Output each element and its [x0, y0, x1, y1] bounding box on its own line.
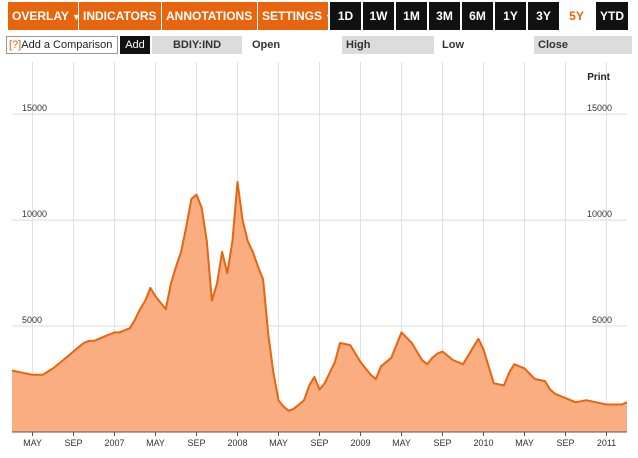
x-tick-label: SEP — [64, 438, 82, 448]
x-tick-label: 2009 — [350, 438, 370, 448]
x-tick-label: SEP — [433, 438, 451, 448]
x-tick-label: 2011 — [597, 438, 616, 448]
y-tick-label-right: 5000 — [592, 315, 612, 325]
x-tick-label: SEP — [556, 438, 574, 448]
ticker-label: BDIY:IND — [152, 36, 242, 54]
chevron-down-icon: ▼ — [71, 12, 81, 22]
price-line — [11, 181, 628, 412]
range-3m-button[interactable]: 3M — [429, 2, 460, 30]
comparison-bar: [?]Add a Comparison Add BDIY:IND Open Hi… — [0, 34, 638, 56]
settings-menu-label: SETTINGS — [262, 9, 323, 23]
range-1w-button[interactable]: 1W — [363, 2, 394, 30]
range-1y-button[interactable]: 1Y — [495, 2, 526, 30]
chart-toolbar: OVERLAY▼ INDICATORS▼ ANNOTATIONS▼ SETTIN… — [0, 0, 638, 32]
close-label: Close — [534, 36, 632, 54]
indicators-menu-label: INDICATORS — [83, 9, 157, 23]
add-comparison-button[interactable]: Add — [120, 36, 150, 54]
x-tick-label: SEP — [310, 438, 328, 448]
add-comparison-input[interactable]: [?]Add a Comparison — [6, 36, 118, 54]
low-label: Low — [442, 39, 464, 51]
indicators-menu-button[interactable]: INDICATORS▼ — [79, 2, 168, 30]
x-axis-ticks: MAY SEP 2007 MAY SEP 2008 MAY SEP 2009 MAY SEP 2010… — [23, 432, 616, 448]
add-comparison-label: Add a Comparison — [21, 39, 113, 51]
y-tick-label-right: 15000 — [587, 103, 612, 113]
x-tick-label: 2007 — [104, 438, 124, 448]
range-ytd-button[interactable]: YTD — [596, 2, 628, 30]
y-axis-ticks: 5000 5000 10000 10000 15000 15000 — [22, 103, 612, 325]
x-tick-label: 2008 — [227, 438, 247, 448]
range-1d-button[interactable]: 1D — [330, 2, 361, 30]
overlay-menu-label: OVERLAY — [12, 9, 69, 23]
open-label: Open — [252, 39, 281, 51]
y-tick-label-right: 10000 — [587, 209, 612, 219]
range-6m-button[interactable]: 6M — [462, 2, 493, 30]
price-area — [12, 182, 627, 432]
x-tick-label: MAY — [515, 438, 534, 448]
help-icon[interactable]: [?] — [9, 39, 22, 51]
y-tick-label-left: 15000 — [22, 103, 47, 113]
y-tick-label-left: 5000 — [22, 315, 42, 325]
x-tick-label: MAY — [23, 438, 42, 448]
x-tick-label: MAY — [269, 438, 288, 448]
annotations-menu-button[interactable]: ANNOTATIONS▼ — [162, 2, 264, 30]
overlay-menu-button[interactable]: OVERLAY ▼ — [8, 2, 81, 30]
high-label: High — [342, 36, 434, 54]
print-link[interactable]: Print — [587, 72, 610, 83]
x-tick-label: 2010 — [473, 438, 493, 448]
annotations-menu-label: ANNOTATIONS — [166, 9, 253, 23]
range-1m-button[interactable]: 1M — [396, 2, 427, 30]
settings-menu-button[interactable]: SETTINGS▼ — [258, 2, 334, 30]
x-tick-label: MAY — [392, 438, 411, 448]
range-3y-button[interactable]: 3Y — [528, 2, 559, 30]
x-tick-label: MAY — [146, 438, 165, 448]
x-tick-label: SEP — [187, 438, 205, 448]
y-tick-label-left: 10000 — [22, 209, 47, 219]
range-5y-button[interactable]: 5Y — [561, 2, 592, 30]
chevron-down-icon: ▼ — [325, 12, 334, 22]
